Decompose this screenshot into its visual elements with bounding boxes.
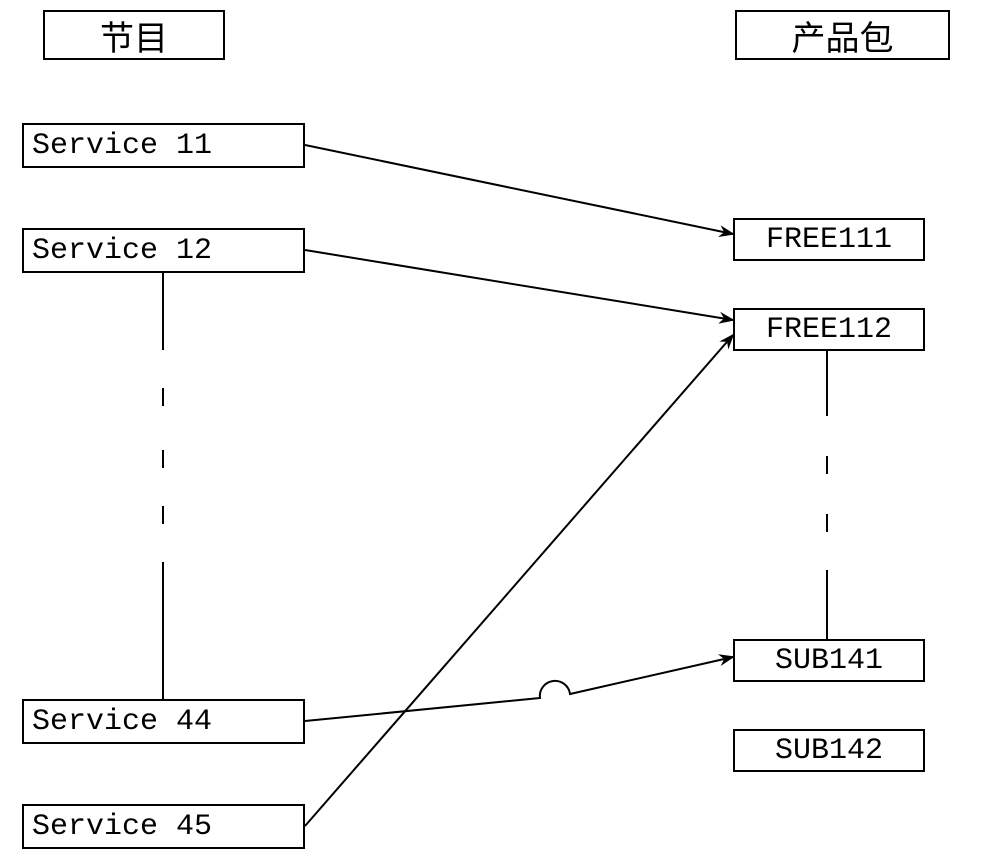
node-label: Service 44 xyxy=(32,705,212,739)
edge-s11-f111 xyxy=(305,145,733,234)
header-left-label: 节目 xyxy=(100,11,168,60)
node-label: FREE111 xyxy=(766,223,892,257)
node-sub142: SUB142 xyxy=(733,729,925,772)
header-right: 产品包 xyxy=(735,10,950,60)
node-label: Service 12 xyxy=(32,234,212,268)
node-label: Service 11 xyxy=(32,129,212,163)
header-left: 节目 xyxy=(43,10,225,60)
node-label: FREE112 xyxy=(766,313,892,347)
edge-s12-f112 xyxy=(305,250,733,320)
header-right-label: 产品包 xyxy=(792,11,894,60)
node-service-12: Service 12 xyxy=(22,228,305,273)
node-label: SUB142 xyxy=(775,734,883,768)
edge-s44-s141 xyxy=(305,657,733,721)
node-sub141: SUB141 xyxy=(733,639,925,682)
node-free111: FREE111 xyxy=(733,218,925,261)
node-label: Service 45 xyxy=(32,810,212,844)
node-service-44: Service 44 xyxy=(22,699,305,744)
node-free112: FREE112 xyxy=(733,308,925,351)
edge-s45-f112 xyxy=(305,335,733,826)
node-service-45: Service 45 xyxy=(22,804,305,849)
node-label: SUB141 xyxy=(775,644,883,678)
node-service-11: Service 11 xyxy=(22,123,305,168)
